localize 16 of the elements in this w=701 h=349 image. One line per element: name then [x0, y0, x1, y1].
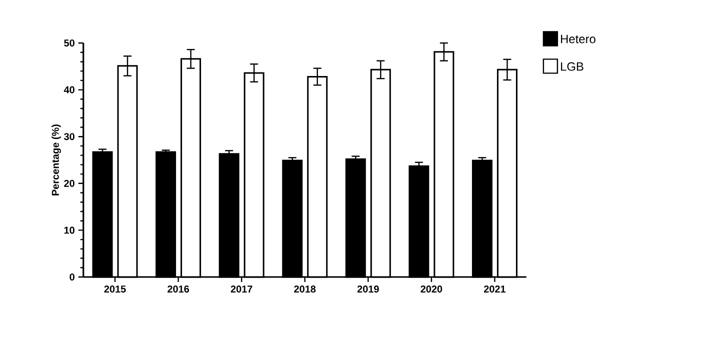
- y-tick-label: 40: [64, 86, 74, 94]
- y-tick-label: 20: [64, 180, 74, 187]
- y-axis-title: Percentage (%): [52, 124, 61, 196]
- legend-label: Hetero: [561, 34, 596, 44]
- x-tick-label: 2021: [484, 286, 506, 293]
- y-tick-label: 0: [70, 273, 74, 281]
- y-tick-label: 50: [64, 39, 74, 47]
- x-tick-label: 2020: [420, 286, 442, 293]
- x-tick-label: 2016: [168, 286, 190, 293]
- y-tick-label: 30: [64, 133, 74, 140]
- x-tick-label: 2018: [294, 286, 316, 293]
- x-tick-label: 2017: [230, 286, 252, 293]
- x-tick-label: 2019: [357, 286, 379, 293]
- y-tick-label: 10: [64, 226, 74, 234]
- x-tick-label: 2015: [104, 286, 126, 293]
- legend-label: LGB: [561, 62, 584, 71]
